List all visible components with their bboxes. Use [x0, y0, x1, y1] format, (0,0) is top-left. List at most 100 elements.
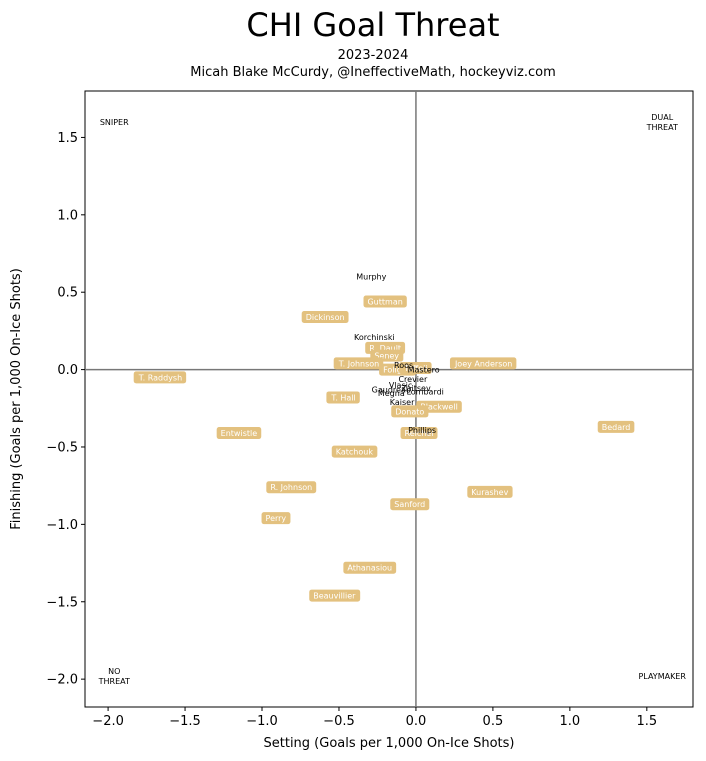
- player-label: Murphy: [356, 273, 386, 282]
- axis-ticks: −2.0 −1.5 −1.0 −0.5 0.0 0.5 1.0 1.5 −2.0 −1.5 −1.0…: [46, 131, 657, 729]
- quadrant-label: PLAYMAKER: [638, 672, 686, 681]
- player-label-box: [301, 310, 349, 323]
- plot-area-frame: [84, 90, 694, 708]
- y-tick-label: 1.0: [57, 208, 78, 223]
- player-point: Crevier: [398, 375, 428, 384]
- y-tick-label: −1.5: [46, 595, 78, 610]
- player-point: Toffoli: [399, 362, 432, 375]
- player-label: Roos: [394, 361, 413, 370]
- player-point: Sanford: [390, 498, 430, 511]
- player-point: Phillips: [408, 426, 436, 435]
- x-tick-label: 1.0: [560, 714, 581, 729]
- player-label: Gaudreau: [372, 386, 411, 395]
- player-label-box: [400, 427, 438, 440]
- player-label: Vlasic: [389, 381, 412, 390]
- y-tick-label: −0.5: [46, 440, 78, 455]
- player-point: Mastero: [408, 366, 440, 375]
- player-point: Vlasic: [389, 381, 412, 390]
- player-point: Reichel: [400, 427, 438, 440]
- player-label: Kaiser: [390, 398, 415, 407]
- player-label-box: [333, 357, 384, 370]
- player-point: Donato: [391, 405, 429, 418]
- quadrant-label: THREAT: [98, 677, 130, 686]
- player-point: Zaitsev: [401, 384, 431, 393]
- player-point: Katchouk: [331, 445, 378, 458]
- player-point: T. Johnson: [333, 357, 384, 370]
- chart-subtitle-line-2: Micah Blake McCurdy, @IneffectiveMath, h…: [190, 65, 556, 80]
- player-label-box: [390, 498, 430, 511]
- quadrant-label: THREAT: [646, 123, 678, 132]
- player-label-box: [216, 427, 262, 440]
- y-tick-label: −2.0: [46, 673, 78, 688]
- y-tick-label: −1.0: [46, 518, 78, 533]
- player-point: Kurashev: [467, 485, 513, 498]
- player-label: Phillips: [408, 426, 436, 435]
- player-label-box: [449, 357, 517, 370]
- y-tick-label: 0.5: [57, 286, 78, 301]
- player-point: Bedard: [597, 420, 635, 433]
- player-point: Megna: [378, 389, 405, 398]
- player-label-box: [391, 405, 429, 418]
- player-label: Beauvillier: [313, 592, 356, 601]
- player-label: Crevier: [398, 375, 428, 384]
- x-tick-label: 1.5: [636, 714, 657, 729]
- chart-subtitle-line-1: 2023-2024: [338, 48, 409, 63]
- player-point: T. Raddysh: [133, 371, 187, 384]
- player-label: Entwistle: [221, 429, 258, 438]
- player-point: Kaiser: [390, 398, 415, 407]
- player-point: Dickinson: [301, 310, 349, 323]
- player-label-box: [266, 481, 317, 494]
- player-label-box: [467, 485, 513, 498]
- player-label: Seney: [374, 352, 399, 361]
- player-label: T. Johnson: [338, 359, 380, 368]
- x-axis-label: Setting (Goals per 1,000 On-Ice Shots): [264, 736, 515, 751]
- player-label: Reichel: [405, 429, 434, 438]
- player-label-box: [331, 445, 378, 458]
- player-label: Donato: [395, 407, 424, 416]
- x-tick-label: 0.0: [406, 714, 427, 729]
- player-label: Megna: [378, 389, 405, 398]
- player-point: Joey Anderson: [449, 357, 517, 370]
- x-tick-label: 0.5: [483, 714, 504, 729]
- player-label: Joey Anderson: [454, 359, 512, 368]
- player-point: R. Johnson: [266, 481, 317, 494]
- player-label: Foligno: [383, 366, 412, 375]
- player-label: T. Hall: [330, 393, 355, 402]
- player-label: Blackwell: [420, 403, 458, 412]
- player-label: Kurashev: [471, 488, 508, 497]
- player-label-box: [261, 512, 291, 525]
- player-point: Korchinski: [354, 333, 395, 342]
- player-label: Toffoli: [403, 364, 427, 373]
- player-point: Murphy: [356, 273, 386, 282]
- x-tick-label: −0.5: [323, 714, 355, 729]
- player-point: Gaudreau: [372, 386, 411, 395]
- player-label: Perry: [266, 514, 287, 523]
- x-tick-label: −2.0: [92, 714, 124, 729]
- player-label: Dickinson: [306, 313, 345, 322]
- player-label-box: [309, 589, 361, 602]
- player-label: Athanasiou: [347, 564, 392, 573]
- player-label: Katchouk: [336, 448, 374, 457]
- player-point: Entwistle: [216, 427, 262, 440]
- player-label: Mastero: [408, 366, 440, 375]
- player-point: Beauvillier: [309, 589, 361, 602]
- player-point: Guttman: [363, 295, 407, 308]
- player-label: Lombardi: [406, 387, 443, 396]
- y-axis-label: Finishing (Goals per 1,000 On-Ice Shots): [9, 268, 24, 530]
- x-tick-label: −1.5: [169, 714, 201, 729]
- player-point: Roos: [394, 361, 413, 370]
- player-label: T. Raddysh: [138, 373, 182, 382]
- quadrant-label: DUAL: [651, 113, 673, 122]
- player-label-box: [399, 362, 432, 375]
- player-label: Korchinski: [354, 333, 395, 342]
- player-label-box: [326, 391, 360, 404]
- player-point: Lombardi: [406, 387, 443, 396]
- player-label-box: [343, 561, 397, 574]
- player-label: Sanford: [394, 500, 425, 509]
- y-tick-label: 0.0: [57, 363, 78, 378]
- player-label: Zaitsev: [401, 384, 431, 393]
- player-point: T. Hall: [326, 391, 360, 404]
- quadrant-label: NO: [108, 667, 120, 676]
- player-point: Athanasiou: [343, 561, 397, 574]
